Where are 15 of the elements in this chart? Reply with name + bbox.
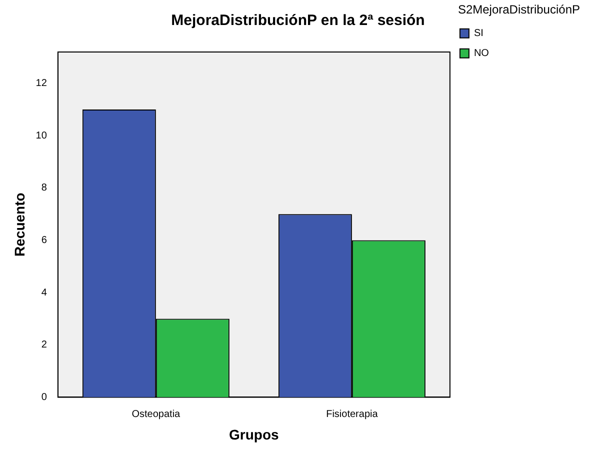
y-tick-label: 10	[36, 130, 48, 142]
legend-label: NO	[474, 48, 490, 60]
x-axis-title: Grupos	[229, 426, 280, 442]
y-axis-title: Recuento	[11, 192, 28, 256]
y-tick-label: 12	[36, 78, 48, 90]
y-tick-label: 6	[41, 235, 48, 246]
x-tick-label: Fisioterapia	[326, 408, 378, 420]
y-tick-label: 8	[41, 182, 48, 194]
y-tick-label: 4	[41, 287, 48, 298]
y-tick-label: 0	[41, 392, 48, 403]
y-tick-label: 2	[41, 340, 48, 351]
legend-title: S2MejoraDistribuciónP	[458, 2, 580, 16]
legend-label: SI	[474, 28, 484, 40]
chart-title: MejoraDistribuciónP en la 2ª sesión	[171, 12, 425, 30]
x-tick-label: Osteopatia	[132, 408, 181, 420]
